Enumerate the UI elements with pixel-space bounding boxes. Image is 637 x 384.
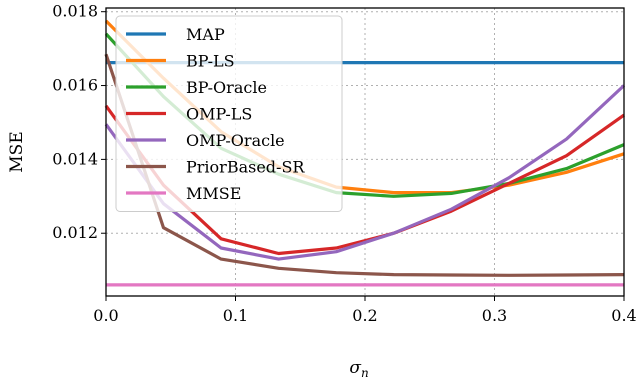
legend: MAP BP-LS BP-Oracle OMP-LS OMP-Oracle PriorBa…	[115, 15, 343, 212]
x-axis-label-symbol: σ	[349, 358, 361, 378]
legend-label: BP-LS	[186, 52, 235, 71]
x-axis-label-subscript: n	[361, 366, 369, 380]
series-line-priorbased-sr	[104, 53, 625, 277]
x-tick-label: 0.0	[93, 306, 118, 325]
x-tick-label: 0.3	[482, 306, 507, 325]
y-tick-label: 0.016	[52, 76, 98, 95]
legend-label: MAP	[186, 25, 225, 44]
axis-ticks: 0.0 0.1 0.2 0.3 0.4 0.012 0.014 0.016 0.018	[52, 2, 637, 325]
y-tick-label: 0.012	[52, 223, 98, 242]
x-tick-label: 0.2	[352, 306, 377, 325]
legend-box	[115, 15, 343, 212]
y-axis-label: MSE	[7, 131, 27, 172]
y-tick-label: 0.018	[52, 2, 98, 21]
legend-label: MMSE	[186, 184, 241, 203]
legend-label: BP-Oracle	[186, 78, 267, 97]
legend-label: PriorBased-SR	[186, 158, 305, 177]
x-tick-label: 0.1	[223, 306, 248, 325]
series-line-omp-oracle	[104, 84, 626, 261]
y-tick-label: 0.014	[52, 149, 98, 168]
legend-label: OMP-Oracle	[186, 131, 285, 150]
legend-label: OMP-LS	[186, 105, 252, 124]
x-axis-label: σn	[349, 358, 368, 380]
x-tick-label: 0.4	[611, 306, 636, 325]
